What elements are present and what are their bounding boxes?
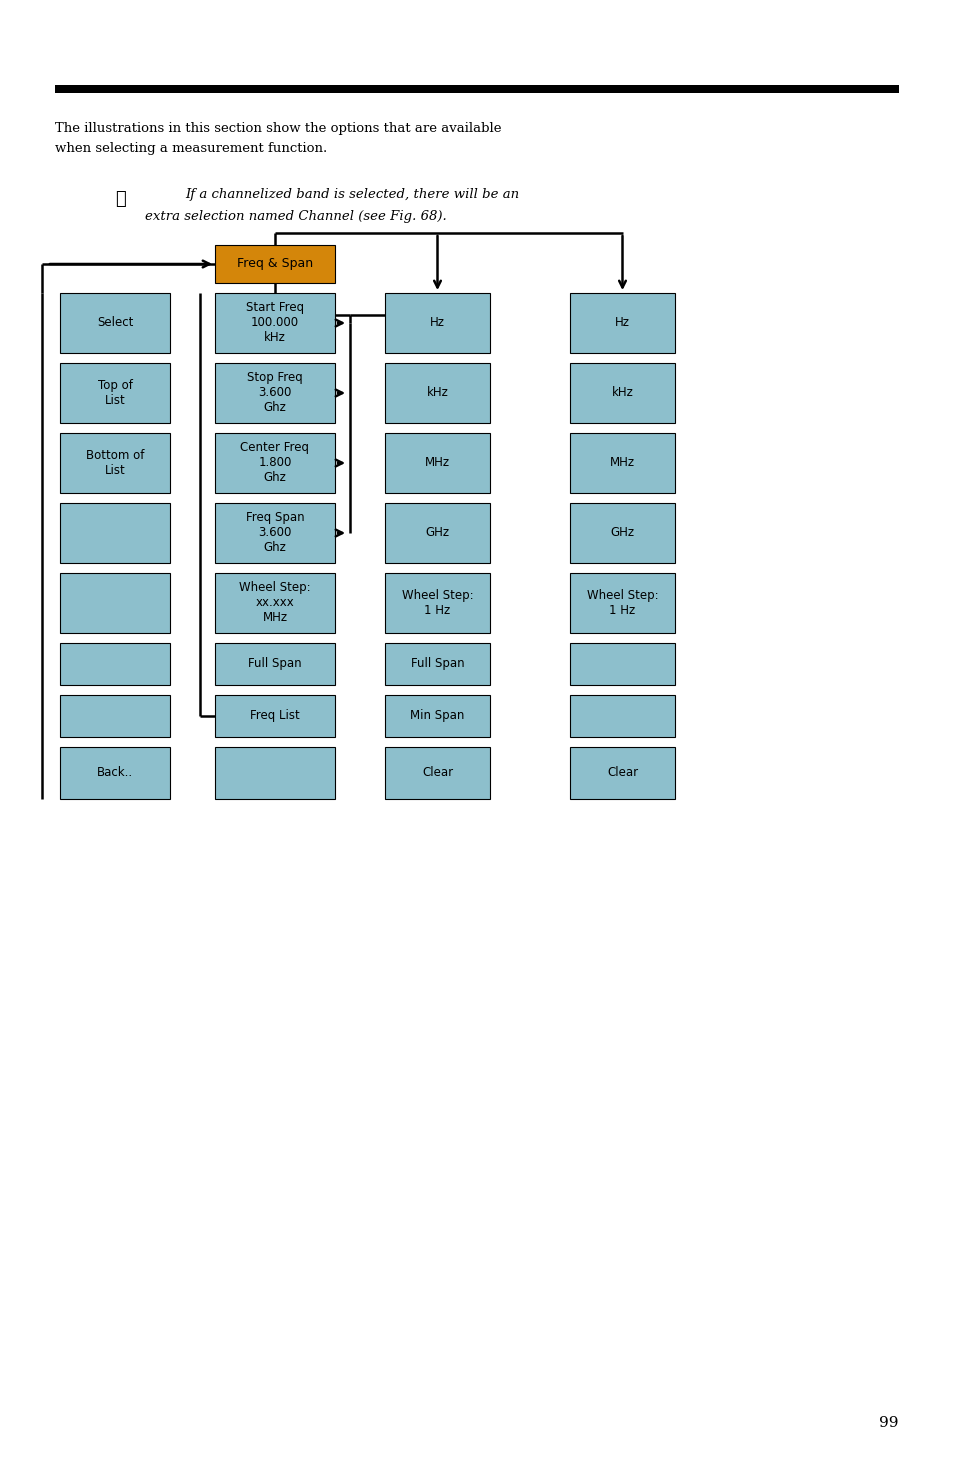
Text: ☞: ☞ bbox=[115, 190, 126, 208]
Bar bbox=[385, 572, 490, 633]
Text: The illustrations in this section show the options that are available: The illustrations in this section show t… bbox=[55, 122, 501, 136]
Text: Clear: Clear bbox=[606, 767, 638, 779]
Bar bbox=[60, 434, 170, 493]
Bar bbox=[569, 695, 675, 738]
Bar bbox=[214, 434, 335, 493]
Bar bbox=[385, 503, 490, 563]
Text: Min Span: Min Span bbox=[410, 709, 464, 723]
Bar bbox=[60, 363, 170, 423]
Text: kHz: kHz bbox=[611, 386, 633, 400]
Bar bbox=[214, 572, 335, 633]
Bar bbox=[385, 294, 490, 353]
Text: Select: Select bbox=[96, 317, 133, 329]
Text: Back..: Back.. bbox=[97, 767, 132, 779]
Bar bbox=[55, 86, 898, 93]
Bar bbox=[214, 363, 335, 423]
Text: Freq Span
3.600
Ghz: Freq Span 3.600 Ghz bbox=[246, 512, 304, 555]
Text: MHz: MHz bbox=[424, 456, 450, 469]
Text: Clear: Clear bbox=[421, 767, 453, 779]
Bar bbox=[385, 643, 490, 684]
Text: 99: 99 bbox=[879, 1416, 898, 1429]
Text: extra selection named Channel (see Fig. 68).: extra selection named Channel (see Fig. … bbox=[145, 209, 446, 223]
Text: Top of
List: Top of List bbox=[97, 379, 132, 407]
Text: Wheel Step:
xx.xxx
MHz: Wheel Step: xx.xxx MHz bbox=[239, 581, 311, 624]
Bar bbox=[385, 746, 490, 799]
Bar bbox=[569, 643, 675, 684]
Bar bbox=[214, 643, 335, 684]
Bar bbox=[385, 363, 490, 423]
Text: Freq List: Freq List bbox=[250, 709, 299, 723]
Text: Freq & Span: Freq & Span bbox=[236, 258, 313, 270]
Bar bbox=[569, 363, 675, 423]
Text: Wheel Step:
1 Hz: Wheel Step: 1 Hz bbox=[401, 589, 473, 617]
Text: Hz: Hz bbox=[615, 317, 629, 329]
Bar bbox=[569, 434, 675, 493]
Text: when selecting a measurement function.: when selecting a measurement function. bbox=[55, 142, 327, 155]
Text: If a channelized band is selected, there will be an: If a channelized band is selected, there… bbox=[185, 187, 518, 201]
Bar bbox=[60, 503, 170, 563]
Text: GHz: GHz bbox=[425, 527, 449, 540]
Text: MHz: MHz bbox=[609, 456, 635, 469]
Text: GHz: GHz bbox=[610, 527, 634, 540]
Bar bbox=[214, 746, 335, 799]
Bar bbox=[60, 294, 170, 353]
Bar bbox=[214, 695, 335, 738]
Bar bbox=[60, 695, 170, 738]
Text: Wheel Step:
1 Hz: Wheel Step: 1 Hz bbox=[586, 589, 658, 617]
Text: Full Span: Full Span bbox=[248, 658, 301, 671]
Bar bbox=[385, 695, 490, 738]
Bar bbox=[569, 572, 675, 633]
Text: Hz: Hz bbox=[430, 317, 444, 329]
Text: Stop Freq
3.600
Ghz: Stop Freq 3.600 Ghz bbox=[247, 372, 302, 414]
Bar bbox=[214, 245, 335, 283]
Bar bbox=[214, 503, 335, 563]
Bar bbox=[569, 746, 675, 799]
Text: Center Freq
1.800
Ghz: Center Freq 1.800 Ghz bbox=[240, 441, 309, 484]
Bar bbox=[569, 503, 675, 563]
Bar bbox=[214, 294, 335, 353]
Text: Start Freq
100.000
kHz: Start Freq 100.000 kHz bbox=[246, 301, 304, 345]
Bar bbox=[385, 434, 490, 493]
Bar bbox=[60, 572, 170, 633]
Text: kHz: kHz bbox=[426, 386, 448, 400]
Bar bbox=[569, 294, 675, 353]
Bar bbox=[60, 643, 170, 684]
Text: Full Span: Full Span bbox=[410, 658, 464, 671]
Text: Bottom of
List: Bottom of List bbox=[86, 448, 144, 476]
Bar bbox=[60, 746, 170, 799]
